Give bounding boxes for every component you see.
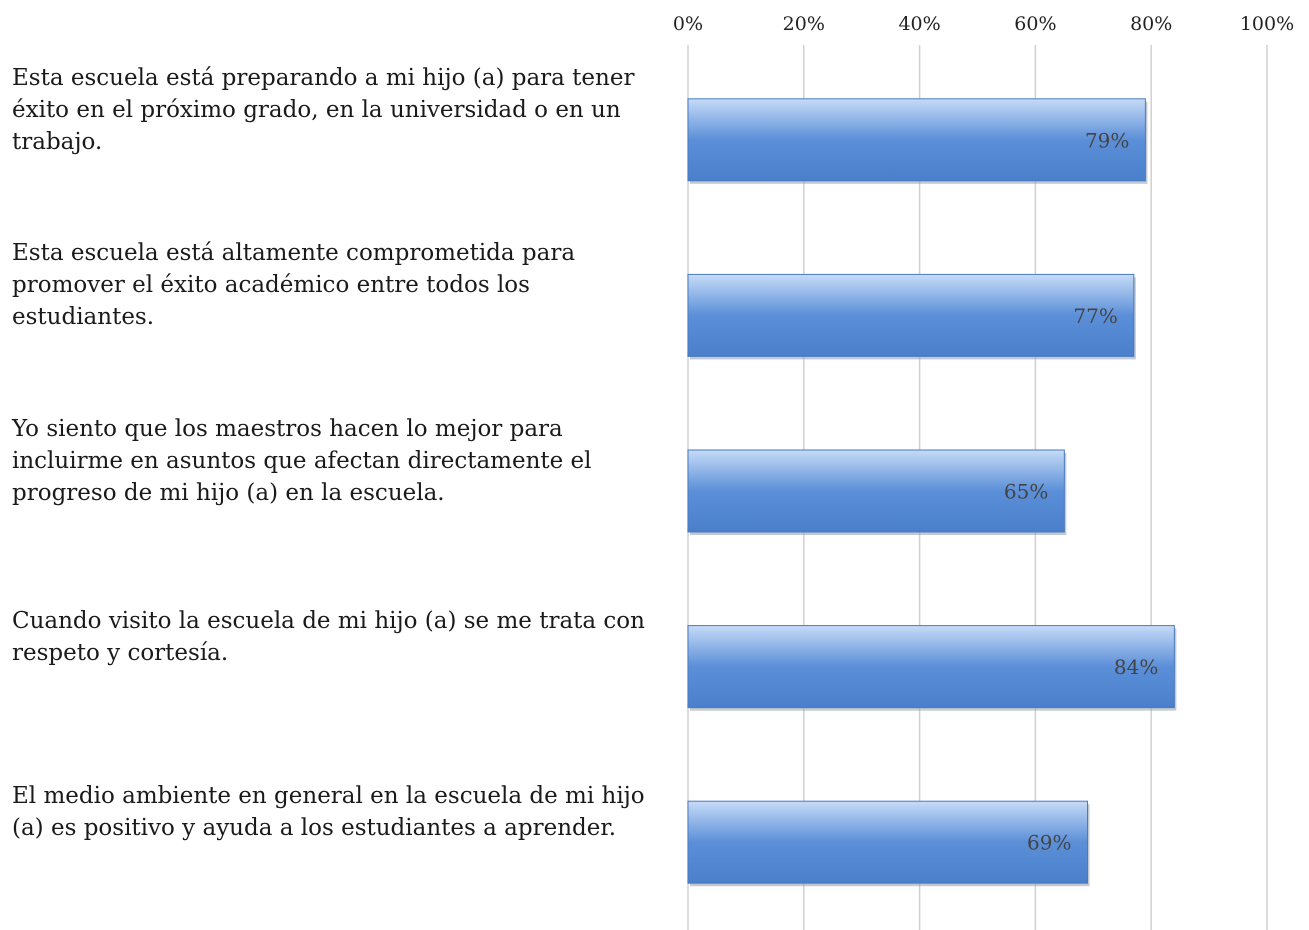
data-label: 77% [1073,304,1117,328]
bar [687,449,1065,533]
data-label: 79% [1085,128,1129,152]
data-label: 65% [1004,480,1048,504]
bar [687,625,1175,709]
bar [687,98,1146,182]
x-tick-label: 80% [1130,13,1172,35]
bar [687,273,1135,357]
x-tick-label: 100% [1240,13,1294,35]
category-label: Yo siento que los maestros hacen lo mejo… [12,415,592,506]
x-tick-label: 0% [673,13,703,35]
data-label: 84% [1114,655,1158,679]
category-label: Cuando visito la escuela de mi hijo (a) … [12,607,645,666]
category-label: Esta escuela está altamente comprometida… [12,240,576,331]
x-tick-label: 60% [1014,13,1056,35]
x-tick-label: 40% [898,13,940,35]
x-tick-label: 20% [783,13,825,35]
category-label: Esta escuela está preparando a mi hijo (… [12,64,635,155]
bar [687,800,1089,884]
data-label: 69% [1027,831,1071,855]
category-label: El medio ambiente en general en la escue… [12,783,645,842]
